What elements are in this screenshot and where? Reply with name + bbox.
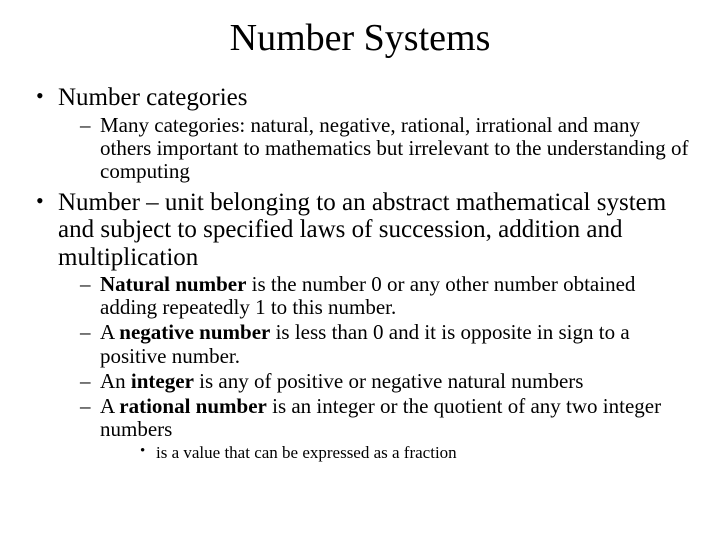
bullet-text: Number categories bbox=[58, 84, 248, 111]
sub-bold: integer bbox=[131, 369, 194, 393]
bullet-item: Number – unit belonging to an abstract m… bbox=[30, 189, 690, 463]
bullet-list: Number categories Many categories: natur… bbox=[30, 84, 690, 462]
sub-item: Natural number is the number 0 or any ot… bbox=[58, 273, 690, 319]
sub-list: Natural number is the number 0 or any ot… bbox=[58, 273, 690, 462]
sub-item: An integer is any of positive or negativ… bbox=[58, 370, 690, 393]
sub-text: Many categories: natural, negative, rati… bbox=[100, 113, 688, 183]
bullet-item: Number categories Many categories: natur… bbox=[30, 84, 690, 183]
subsub-list: is a value that can be expressed as a fr… bbox=[100, 443, 690, 463]
slide: Number Systems Number categories Many ca… bbox=[0, 0, 720, 540]
bullet-text: Number – unit belonging to an abstract m… bbox=[58, 189, 666, 271]
sub-bold: negative number bbox=[119, 320, 270, 344]
sub-pre: An bbox=[100, 369, 131, 393]
subsub-item: is a value that can be expressed as a fr… bbox=[100, 443, 690, 463]
sub-list: Many categories: natural, negative, rati… bbox=[58, 114, 690, 183]
sub-bold: Natural number bbox=[100, 272, 246, 296]
sub-item: A rational number is an integer or the q… bbox=[58, 395, 690, 463]
sub-rest: is any of positive or negative natural n… bbox=[194, 369, 584, 393]
slide-title: Number Systems bbox=[30, 16, 690, 60]
subsub-text: is a value that can be expressed as a fr… bbox=[156, 443, 457, 462]
sub-pre: A bbox=[100, 320, 119, 344]
sub-item: Many categories: natural, negative, rati… bbox=[58, 114, 690, 183]
sub-bold: rational number bbox=[119, 394, 267, 418]
sub-pre: A bbox=[100, 394, 119, 418]
sub-item: A negative number is less than 0 and it … bbox=[58, 321, 690, 367]
